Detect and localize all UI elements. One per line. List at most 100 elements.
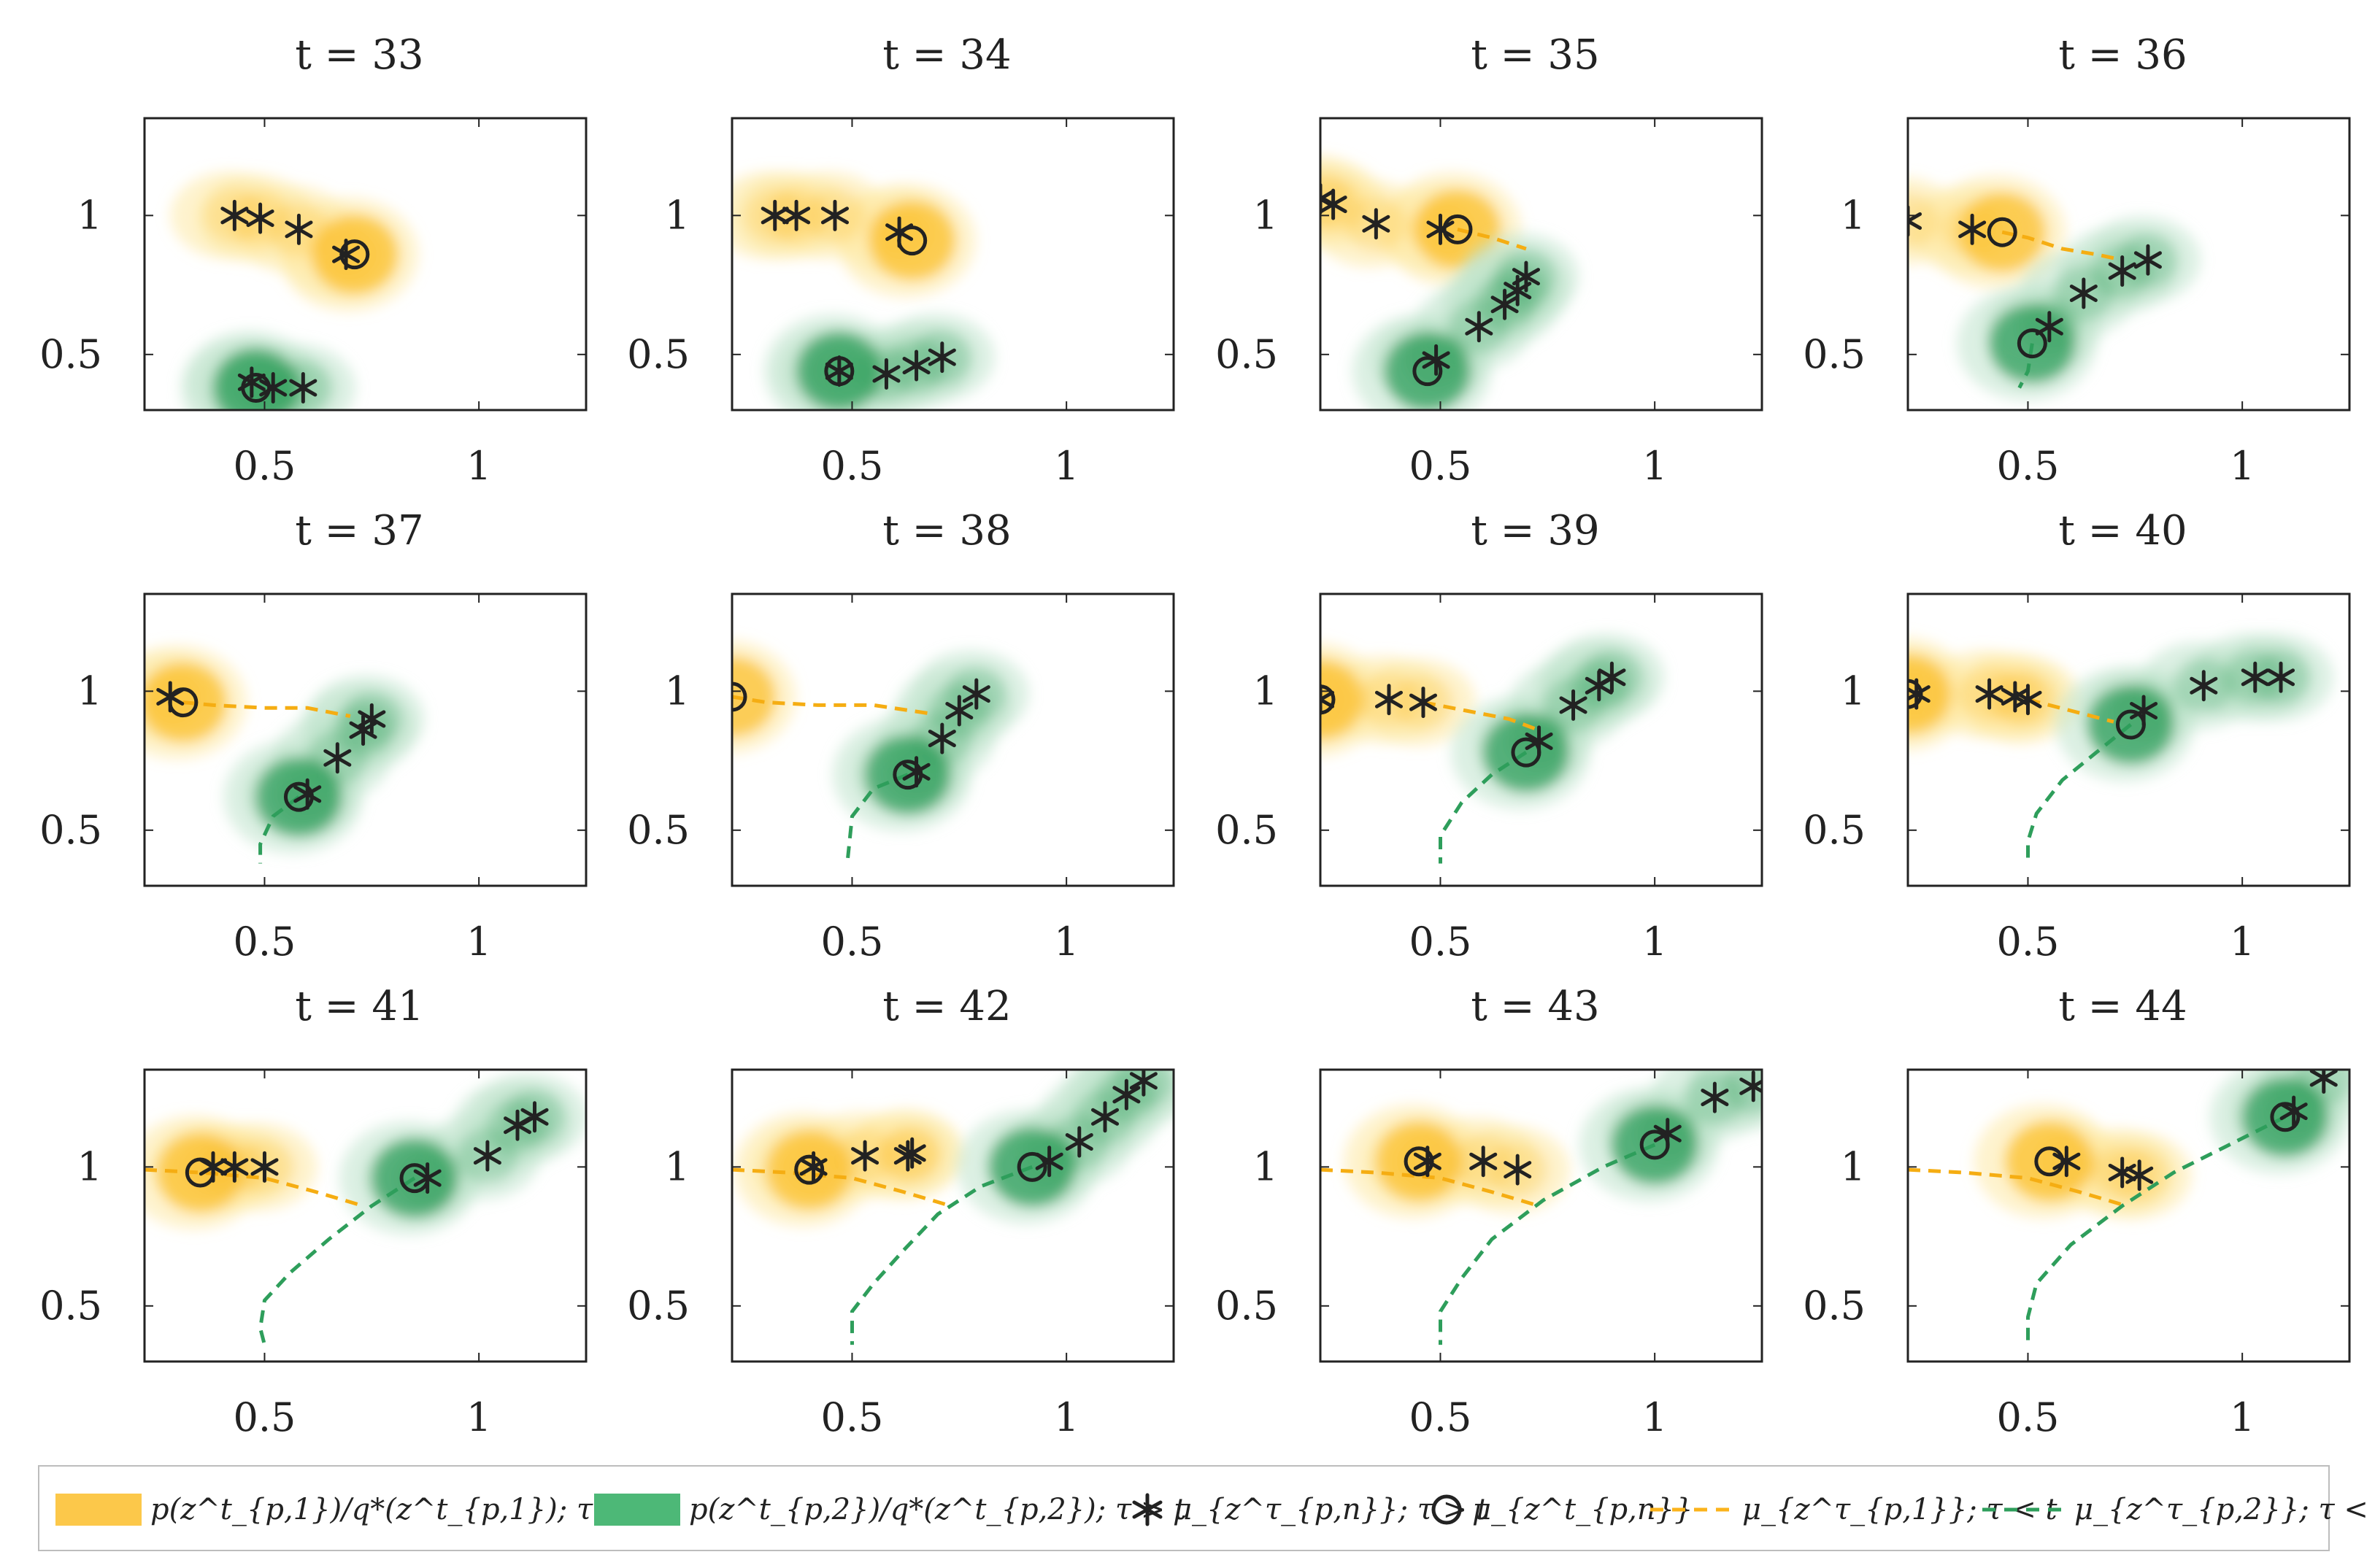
green-asterisk-marker-stroke — [962, 685, 990, 703]
green-mean-path — [258, 795, 301, 864]
green-asterisk-marker-stroke — [358, 710, 386, 728]
yellow-asterisk-marker-stroke — [1958, 220, 1987, 239]
green-mean-circle — [2270, 1102, 2301, 1132]
green-asterisk-marker-stroke — [1653, 1124, 1682, 1143]
green-asterisk-marker — [825, 355, 853, 387]
plot-area — [1320, 155, 1579, 410]
y-tick-label: 0.5 — [627, 331, 690, 377]
yellow-mean-circle — [1987, 217, 2017, 247]
yellow-density — [1320, 643, 1476, 757]
yellow-density — [1908, 637, 2081, 751]
yellow-asterisk-marker — [1362, 208, 1390, 240]
green-asterisk-marker — [2266, 661, 2295, 693]
green-asterisk-marker — [872, 358, 901, 390]
green-asterisk-marker-stroke — [520, 1108, 549, 1126]
green-asterisk-marker-stroke — [473, 1147, 501, 1165]
x-tick-label: 0.5 — [1409, 1394, 1472, 1440]
axes-frame — [143, 1068, 588, 1363]
y-tick-label: 1 — [665, 192, 690, 238]
green-mean-circle — [1639, 1129, 1670, 1160]
yellow-density — [732, 640, 796, 754]
green-asterisk-marker — [1090, 1101, 1120, 1133]
legend-label-green-density: p(z^t_{p,2})/q*(z^t_{p,2}); τ > t — [689, 1493, 1187, 1526]
green-mean-circle — [824, 356, 855, 387]
legend-item-yellow-density: p(z^t_{p,1})/q*(z^t_{p,1}); τ > t — [55, 1467, 647, 1553]
yellow-asterisk-marker — [2052, 1146, 2081, 1178]
green-asterisk-marker — [1598, 661, 1626, 693]
green-asterisk-marker — [2241, 661, 2269, 693]
yellow-asterisk-marker — [1908, 205, 1922, 237]
panel-title: t = 43 — [1471, 983, 1599, 1030]
plot-area — [732, 1070, 1174, 1345]
yellow-asterisk-marker — [2108, 1156, 2136, 1189]
axes-frame — [1906, 592, 2351, 887]
green-asterisk-marker — [259, 372, 288, 404]
yellow-mean-circle — [732, 681, 747, 712]
green-mean-path — [2026, 723, 2132, 864]
axes-frame — [1319, 1068, 1763, 1363]
panel-9: 0.5 1 0.5 1 t = 41 — [39, 983, 588, 1440]
x-tick-label: 1 — [466, 919, 491, 965]
plot-area — [170, 171, 418, 410]
yellow-asterisk-marker-stroke — [1320, 697, 1335, 708]
yellow-asterisk-marker — [1504, 1154, 1532, 1186]
yellow-asterisk-marker-stroke — [285, 220, 313, 239]
green-asterisk-marker-stroke — [928, 348, 956, 366]
yellow-mean-path — [1423, 700, 1540, 733]
green-asterisk-marker — [473, 1140, 501, 1172]
green-asterisk-marker-stroke — [1490, 296, 1519, 314]
green-density — [223, 675, 425, 854]
yellow-density — [734, 1109, 965, 1227]
panel-title: t = 37 — [295, 507, 423, 555]
green-density-swatch — [594, 1494, 680, 1526]
green-asterisk-marker — [358, 703, 386, 735]
green-asterisk-marker-stroke — [825, 362, 853, 380]
green-asterisk-marker-stroke — [1465, 317, 1493, 336]
green-asterisk-marker — [1129, 1070, 1158, 1097]
green-density-core — [2293, 1070, 2349, 1106]
yellow-asterisk-marker — [898, 1137, 926, 1169]
panel-title: t = 33 — [295, 31, 423, 79]
yellow-asterisk-marker-stroke — [1413, 1152, 1441, 1170]
green-mean-path — [258, 1176, 416, 1345]
green-asterisk-marker-stroke — [1065, 1133, 1093, 1151]
legend-label-star-marker: μ_{z^τ_{p,n}}; τ > t — [1173, 1493, 1488, 1526]
green-asterisk-marker-stroke — [1525, 732, 1553, 750]
green-asterisk-marker-stroke — [2309, 1070, 2338, 1087]
green-mean-circle — [1412, 356, 1443, 387]
y-tick-label: 1 — [77, 668, 102, 714]
green-asterisk-marker — [2108, 255, 2136, 287]
green-asterisk-marker-stroke — [2279, 1102, 2308, 1121]
green-asterisk-marker — [2309, 1070, 2338, 1094]
yellow-asterisk-marker-stroke — [851, 1147, 879, 1165]
x-tick-label: 0.5 — [821, 1394, 884, 1440]
green-asterisk-marker-stroke — [2035, 317, 2063, 336]
yellow-mean-path — [1320, 1167, 1540, 1208]
plot-area — [732, 640, 1029, 859]
panel-title: t = 41 — [295, 983, 423, 1030]
green-asterisk-marker — [1465, 311, 1493, 343]
x-tick-label: 0.5 — [1409, 443, 1472, 489]
yellow-dashed-line-icon — [1650, 1507, 1732, 1512]
yellow-asterisk-marker — [1409, 687, 1438, 719]
y-tick-label: 1 — [1841, 192, 1866, 238]
panel-title: t = 42 — [882, 983, 1011, 1030]
yellow-asterisk-marker — [2014, 684, 2042, 716]
panel-5: 0.5 1 0.5 1 t = 37 — [39, 507, 588, 965]
green-mean-path — [850, 1165, 1033, 1345]
green-asterisk-marker — [2190, 670, 2218, 702]
yellow-asterisk-marker-stroke — [1469, 1152, 1498, 1170]
axes-frame — [143, 117, 588, 412]
yellow-mean-path — [145, 1167, 364, 1208]
axes-frame — [1906, 1068, 2351, 1363]
y-tick-label: 0.5 — [1803, 331, 1866, 377]
green-asterisk-marker-stroke — [2069, 285, 2098, 302]
green-mean-path — [1439, 751, 1528, 864]
y-tick-label: 0.5 — [1215, 807, 1278, 853]
legend-item-green-path: μ_{z^τ_{p,2}}; τ < t — [1981, 1467, 2375, 1553]
x-tick-label: 1 — [466, 443, 491, 489]
green-asterisk-marker-stroke — [2266, 668, 2295, 687]
plot-area — [732, 171, 995, 410]
x-tick-label: 0.5 — [234, 443, 296, 489]
y-tick-label: 0.5 — [1215, 1283, 1278, 1329]
